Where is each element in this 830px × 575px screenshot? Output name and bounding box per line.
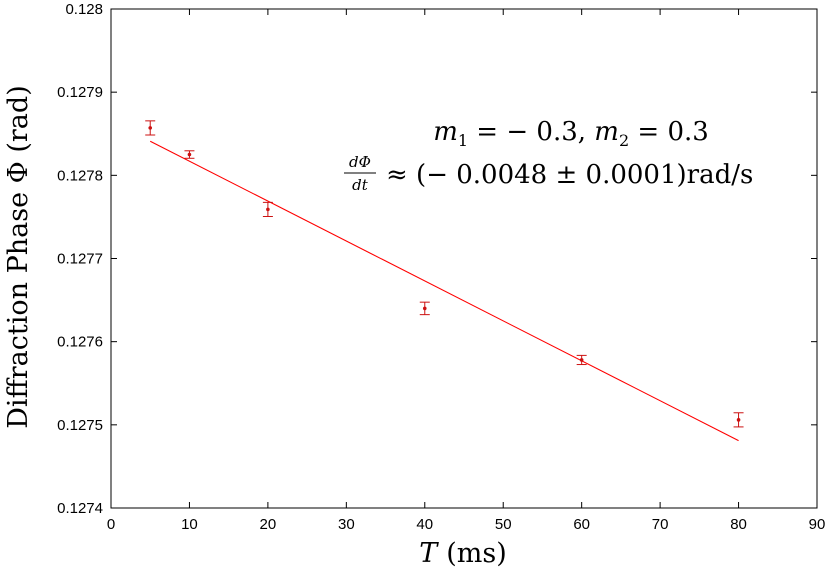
x-tick-label: 40 xyxy=(416,516,433,533)
data-marker xyxy=(266,207,270,212)
annotation-line-1: m1 = − 0.3, m2 = 0.3 xyxy=(433,117,709,150)
x-axis-title: T (ms) xyxy=(419,538,507,569)
x-tick-label: 50 xyxy=(495,516,512,533)
data-marker xyxy=(736,418,741,422)
y-tick-label: 0.1274 xyxy=(57,500,103,517)
y-tick-label: 0.128 xyxy=(65,1,103,18)
data-marker xyxy=(187,152,192,157)
x-tick-label: 20 xyxy=(260,516,277,533)
x-tick-label: 10 xyxy=(181,516,198,533)
y-tick-label: 0.1276 xyxy=(57,334,103,351)
data-point xyxy=(733,412,744,428)
data-marker xyxy=(422,306,427,311)
x-axis-variable: T xyxy=(419,538,439,569)
data-point xyxy=(262,201,273,218)
x-tick-label: 60 xyxy=(573,516,590,533)
data-point xyxy=(576,354,587,366)
m1-value: = − 0.3, xyxy=(468,117,594,147)
m2-subscript: 2 xyxy=(619,131,629,150)
x-tick-label: 30 xyxy=(338,516,355,533)
m1-symbol: m xyxy=(433,117,458,147)
rate-expression: ≈ (− 0.0048 ± 0.0001)rad/s xyxy=(386,160,753,190)
x-tick-label: 70 xyxy=(652,516,669,533)
m2-symbol: m xyxy=(594,117,619,147)
y-tick-label: 0.1278 xyxy=(57,167,103,184)
fraction-denominator: dt xyxy=(352,176,369,194)
data-marker xyxy=(148,126,153,130)
y-tick-labels: 0.1274 0.1275 0.1276 0.1277 0.1278 0.1279 0.12… xyxy=(57,1,103,517)
data-point xyxy=(184,150,195,159)
data-points xyxy=(145,120,744,428)
x-axis-unit: (ms) xyxy=(446,538,507,569)
x-tick-label: 90 xyxy=(809,516,826,533)
x-tick-labels: 0 10 20 30 40 50 60 70 80 90 xyxy=(107,516,826,533)
y-tick-label: 0.1277 xyxy=(57,251,103,268)
plot-frame xyxy=(110,8,818,509)
data-point xyxy=(145,120,156,136)
data-marker xyxy=(579,358,584,362)
y-tick-label: 0.1279 xyxy=(57,84,103,101)
fit-line-group xyxy=(149,140,739,442)
m1-subscript: 1 xyxy=(458,131,468,150)
y-axis-title: Diffraction Phase Φ (rad) xyxy=(3,85,34,428)
m2-value: = 0.3 xyxy=(629,117,709,147)
fraction-numerator: dΦ xyxy=(349,153,371,171)
annotation-line-2: dΦ dt ≈ (− 0.0048 ± 0.0001)rad/s xyxy=(344,153,753,194)
fit-line xyxy=(149,140,739,442)
x-tick-label: 0 xyxy=(107,516,115,533)
x-tick-label: 80 xyxy=(730,516,747,533)
y-tick-label: 0.1275 xyxy=(57,417,103,434)
axis-ticks xyxy=(110,8,818,509)
data-point xyxy=(419,301,430,316)
